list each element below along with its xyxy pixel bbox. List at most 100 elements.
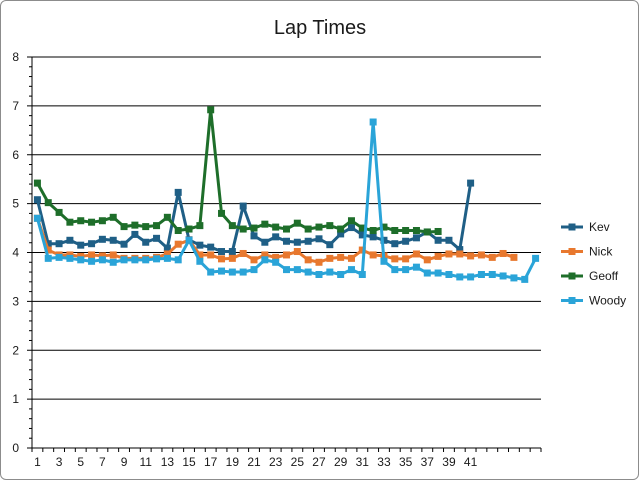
- x-tick-label-31: 31: [356, 455, 370, 469]
- point-woody-36: [412, 263, 420, 271]
- point-nick-23: [272, 253, 280, 261]
- point-nick-34: [391, 255, 399, 263]
- point-woody-25: [293, 266, 301, 274]
- point-nick-26: [304, 256, 312, 264]
- x-tick-label-21: 21: [247, 455, 261, 469]
- point-kev-25: [293, 238, 301, 246]
- point-woody-1: [33, 214, 41, 222]
- point-nick-19: [228, 254, 236, 262]
- x-tick-label-35: 35: [399, 455, 413, 469]
- point-nick-40: [456, 250, 464, 258]
- point-nick-24: [283, 251, 290, 259]
- series-woody: [33, 118, 540, 283]
- legend-item-woody: Woody: [561, 294, 626, 308]
- point-nick-39: [445, 250, 453, 258]
- point-woody-2: [44, 254, 52, 262]
- point-geoff-12: [153, 222, 161, 230]
- point-geoff-36: [412, 227, 420, 235]
- point-geoff-6: [88, 218, 96, 226]
- point-geoff-11: [142, 223, 150, 231]
- point-nick-31: [358, 246, 366, 254]
- point-kev-1: [33, 196, 41, 204]
- point-geoff-38: [434, 227, 442, 235]
- point-woody-32: [369, 118, 377, 126]
- point-woody-45: [510, 274, 518, 282]
- point-woody-31: [358, 270, 366, 278]
- point-geoff-35: [402, 227, 410, 235]
- point-geoff-3: [55, 208, 63, 216]
- point-kev-35: [402, 237, 410, 245]
- point-woody-17: [207, 268, 215, 276]
- point-woody-16: [196, 257, 204, 265]
- point-woody-8: [109, 258, 117, 266]
- point-nick-28: [326, 254, 334, 262]
- point-woody-9: [120, 256, 128, 264]
- point-nick-37: [423, 256, 431, 264]
- point-woody-11: [142, 256, 150, 264]
- point-geoff-37: [423, 228, 431, 236]
- point-kev-7: [98, 235, 106, 243]
- point-kev-19: [228, 248, 236, 256]
- x-tick-label-5: 5: [77, 455, 84, 469]
- point-kev-30: [347, 224, 355, 232]
- x-tick-label-13: 13: [161, 455, 175, 469]
- y-tick-label-1: 1: [12, 392, 19, 406]
- point-woody-20: [239, 268, 247, 276]
- point-nick-43: [488, 253, 496, 261]
- point-nick-16: [196, 251, 204, 259]
- point-nick-29: [337, 253, 345, 261]
- y-tick-label-6: 6: [12, 148, 19, 162]
- legend-label-geoff: Geoff: [589, 269, 619, 283]
- point-geoff-29: [337, 225, 345, 233]
- legend-label-woody: Woody: [589, 294, 626, 308]
- point-geoff-25: [293, 219, 301, 227]
- point-woody-40: [456, 273, 464, 281]
- y-tick-label-8: 8: [12, 50, 19, 64]
- point-nick-44: [499, 249, 507, 257]
- point-geoff-4: [66, 218, 74, 226]
- x-tick-label-33: 33: [377, 455, 391, 469]
- point-woody-41: [467, 273, 475, 281]
- point-geoff-18: [218, 209, 226, 217]
- x-tick-label-39: 39: [442, 455, 456, 469]
- point-nick-21: [250, 256, 258, 264]
- point-nick-8: [109, 251, 117, 259]
- point-geoff-22: [261, 220, 269, 228]
- point-woody-14: [174, 256, 182, 264]
- point-woody-33: [380, 257, 388, 265]
- point-nick-7: [98, 252, 106, 260]
- point-woody-13: [163, 254, 171, 262]
- x-tick-label-19: 19: [226, 455, 240, 469]
- point-nick-2: [44, 246, 52, 254]
- point-woody-18: [218, 267, 226, 275]
- point-kev-41: [467, 179, 475, 187]
- point-kev-24: [283, 237, 290, 245]
- point-kev-18: [218, 248, 226, 256]
- point-geoff-14: [174, 227, 182, 235]
- gridlines: [32, 56, 541, 400]
- legend-item-nick: Nick: [561, 245, 613, 259]
- x-tick-label-41: 41: [464, 455, 478, 469]
- point-woody-10: [131, 256, 139, 264]
- point-geoff-16: [196, 222, 204, 230]
- point-woody-5: [77, 256, 85, 264]
- point-nick-30: [347, 254, 355, 262]
- point-woody-15: [185, 236, 193, 244]
- point-kev-22: [261, 238, 269, 246]
- point-geoff-9: [120, 223, 128, 231]
- point-nick-38: [434, 252, 442, 260]
- point-kev-6: [88, 240, 96, 248]
- x-tick-label-11: 11: [139, 455, 152, 469]
- point-kev-5: [77, 241, 85, 249]
- legend-item-kev: Kev: [561, 220, 610, 234]
- legend-label-nick: Nick: [589, 245, 613, 259]
- point-nick-41: [467, 252, 475, 260]
- x-tick-label-17: 17: [204, 455, 218, 469]
- x-tick-label-25: 25: [291, 455, 305, 469]
- point-woody-7: [98, 256, 106, 264]
- point-woody-42: [477, 270, 485, 278]
- point-geoff-30: [347, 217, 355, 225]
- point-nick-14: [174, 240, 182, 248]
- point-kev-2: [44, 240, 52, 248]
